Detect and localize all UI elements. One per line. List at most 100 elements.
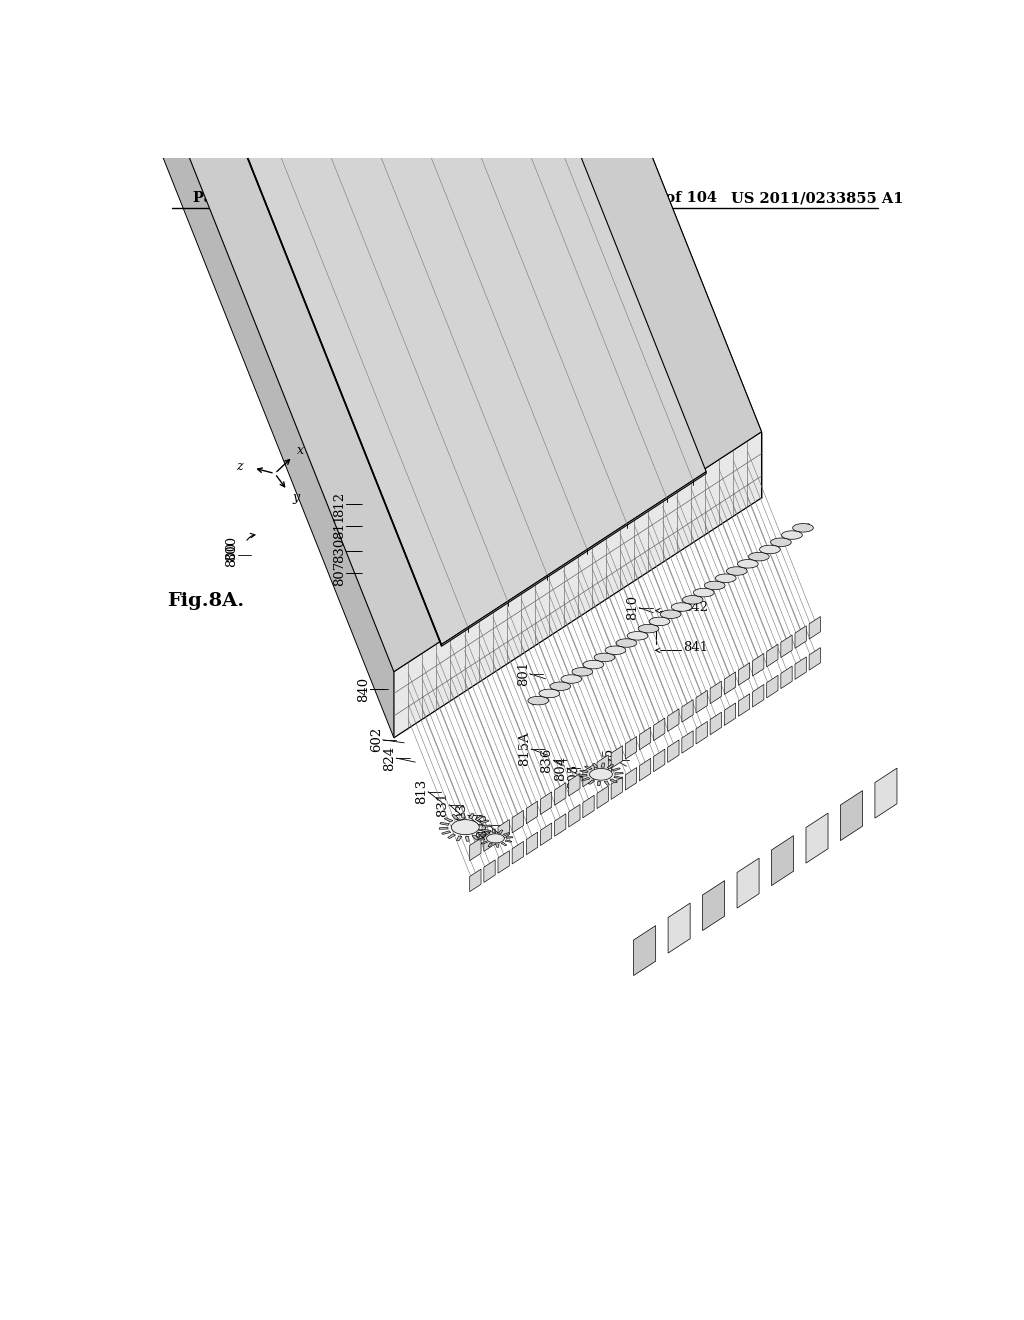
Polygon shape	[582, 777, 590, 781]
Polygon shape	[440, 822, 450, 825]
Polygon shape	[456, 0, 762, 498]
Polygon shape	[795, 657, 806, 680]
Polygon shape	[793, 524, 813, 532]
Text: 808: 808	[457, 400, 482, 413]
Polygon shape	[616, 639, 637, 647]
Text: 809: 809	[457, 424, 482, 437]
Polygon shape	[501, 842, 507, 846]
Polygon shape	[726, 566, 748, 576]
Polygon shape	[809, 616, 820, 639]
Polygon shape	[481, 829, 490, 832]
Text: 805: 805	[566, 764, 580, 789]
Polygon shape	[634, 925, 655, 975]
Polygon shape	[806, 813, 828, 863]
Polygon shape	[668, 741, 679, 763]
Polygon shape	[737, 858, 759, 908]
Polygon shape	[639, 727, 650, 750]
Text: 801: 801	[517, 661, 529, 686]
Polygon shape	[503, 833, 510, 836]
Polygon shape	[795, 626, 806, 648]
Text: 810: 810	[627, 595, 639, 620]
Polygon shape	[738, 663, 750, 685]
Polygon shape	[702, 880, 725, 931]
Text: Sep. 29, 2011   Sheet 55 of 104: Sep. 29, 2011 Sheet 55 of 104	[461, 191, 717, 205]
Text: 843: 843	[426, 383, 452, 396]
Text: 841: 841	[684, 640, 709, 653]
Polygon shape	[394, 432, 762, 738]
Polygon shape	[572, 668, 593, 676]
Ellipse shape	[486, 834, 505, 843]
Polygon shape	[724, 672, 735, 694]
Polygon shape	[470, 869, 481, 891]
Polygon shape	[550, 682, 570, 690]
Polygon shape	[601, 763, 604, 767]
Polygon shape	[526, 832, 538, 855]
Polygon shape	[541, 822, 552, 846]
Polygon shape	[653, 750, 665, 772]
Polygon shape	[447, 834, 456, 838]
Polygon shape	[512, 810, 523, 833]
Ellipse shape	[590, 768, 612, 780]
Polygon shape	[482, 825, 492, 828]
Polygon shape	[498, 850, 509, 874]
Polygon shape	[682, 731, 693, 754]
Text: US 2011/0233855 A1: US 2011/0233855 A1	[731, 191, 903, 205]
Text: 807: 807	[334, 561, 346, 586]
Polygon shape	[498, 820, 509, 842]
Polygon shape	[583, 795, 594, 818]
Polygon shape	[583, 660, 604, 669]
Polygon shape	[568, 804, 580, 828]
Polygon shape	[441, 471, 707, 647]
Text: 803: 803	[455, 803, 468, 828]
Polygon shape	[605, 645, 626, 655]
Polygon shape	[682, 595, 703, 605]
Polygon shape	[475, 816, 483, 821]
Polygon shape	[649, 618, 670, 626]
Polygon shape	[484, 832, 489, 834]
Polygon shape	[512, 841, 523, 865]
Polygon shape	[771, 836, 794, 886]
Polygon shape	[593, 763, 598, 768]
Polygon shape	[506, 837, 513, 838]
Polygon shape	[541, 792, 552, 814]
Polygon shape	[470, 838, 481, 861]
Polygon shape	[479, 834, 485, 837]
Polygon shape	[585, 766, 592, 770]
Polygon shape	[488, 843, 493, 847]
Polygon shape	[0, 0, 707, 644]
Polygon shape	[710, 713, 722, 735]
Polygon shape	[767, 644, 778, 667]
Polygon shape	[639, 758, 650, 781]
Polygon shape	[580, 770, 588, 772]
Polygon shape	[555, 783, 566, 805]
Polygon shape	[441, 830, 451, 834]
Polygon shape	[753, 653, 764, 676]
Polygon shape	[738, 694, 750, 717]
Polygon shape	[484, 829, 496, 851]
Polygon shape	[613, 776, 623, 779]
Polygon shape	[716, 574, 736, 582]
Polygon shape	[472, 836, 479, 840]
Polygon shape	[611, 746, 623, 768]
Text: 815B: 815B	[355, 367, 390, 380]
Polygon shape	[496, 843, 499, 847]
Text: 835: 835	[602, 747, 615, 772]
Polygon shape	[579, 775, 587, 776]
Polygon shape	[444, 817, 453, 822]
Polygon shape	[484, 859, 496, 883]
Text: 808: 808	[457, 404, 482, 417]
Polygon shape	[781, 635, 793, 657]
Ellipse shape	[452, 820, 479, 834]
Polygon shape	[841, 791, 862, 841]
Polygon shape	[477, 833, 486, 837]
Polygon shape	[724, 704, 735, 726]
Polygon shape	[505, 840, 512, 842]
Polygon shape	[526, 801, 538, 824]
Text: 824: 824	[383, 746, 396, 771]
Polygon shape	[781, 667, 793, 689]
Polygon shape	[874, 768, 897, 818]
Text: 842: 842	[684, 601, 709, 614]
Polygon shape	[668, 709, 679, 731]
Polygon shape	[597, 781, 601, 785]
Polygon shape	[710, 681, 722, 704]
